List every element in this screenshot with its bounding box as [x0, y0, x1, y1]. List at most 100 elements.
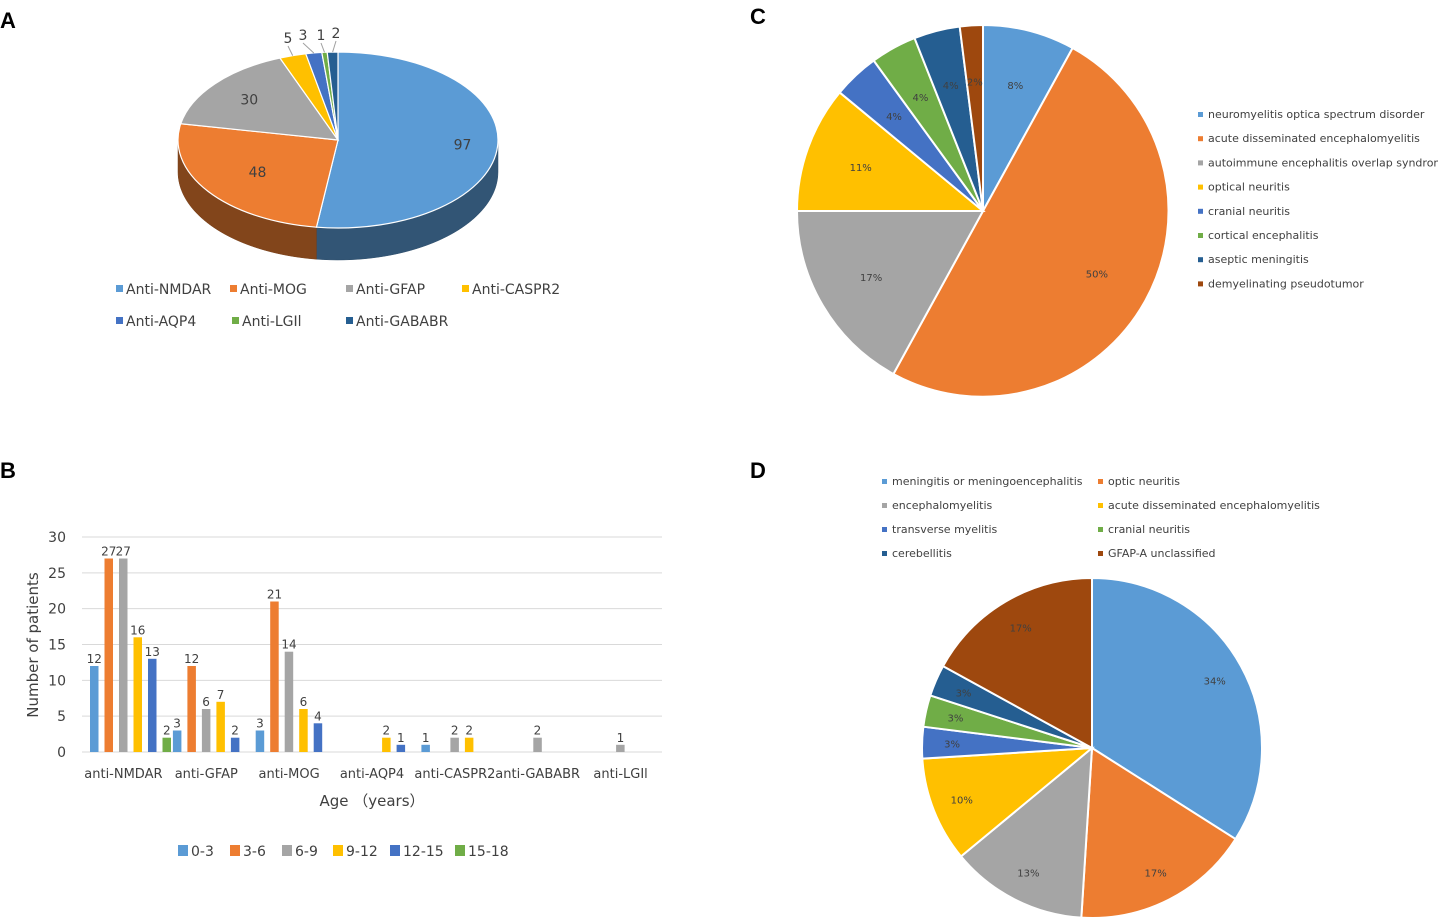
pie-d-slice-gfap-a-unclassified [941, 576, 1093, 750]
bar-b-ytick-label: 5 [57, 709, 66, 725]
legend-a-swatch [230, 285, 237, 292]
pie-d-slice-label: 17% [1144, 869, 1166, 880]
legend-b-label-0-3: 0-3 [191, 844, 214, 860]
legend-a-swatch [116, 317, 123, 324]
bar-b-anti-aqp4-12-15 [396, 744, 406, 752]
bar-b-anti-caspr2-0-3 [421, 744, 430, 752]
legend-b-swatch [178, 845, 188, 856]
legend-b-swatch [282, 845, 292, 856]
bar-b-data-label: 2 [465, 724, 473, 738]
bar-b-anti-gfap-6-9 [201, 709, 211, 752]
pie-c-slice-label: 4% [886, 112, 902, 123]
pie-d-slice-acute-disseminated-encephalomyelitis [921, 746, 1096, 858]
pie-c-slice-label: 4% [943, 81, 959, 92]
bar-b-anti-mog-9-12 [299, 709, 308, 752]
legend-c-label-autoimmune-encephalitis-overlap-syndrome: autoimmune encephalitis overlap syndrome [1208, 156, 1438, 169]
legend-c-label-cranial-neuritis: cranial neuritis [1208, 205, 1290, 218]
pie-a-value-label: 1 [317, 28, 326, 44]
pie-a-value-label: 97 [454, 138, 472, 154]
pie-a-value-label: 5 [284, 31, 293, 47]
legend-b-swatch [333, 845, 343, 856]
bar-b-anti-gfap-12-15 [230, 737, 240, 752]
bar-b-anti-nmdar-9-12 [133, 637, 142, 752]
bar-b-anti-mog-3-6 [270, 601, 279, 752]
pie-c-slice-autoimmune-encephalitis-overlap-syndrome [795, 210, 985, 376]
pie-a-value-label: 2 [332, 26, 341, 42]
bar-b-ytick-label: 30 [48, 530, 66, 546]
bar-b-anti-nmdar-15-18 [162, 737, 171, 752]
pie-c-slice-label: 4% [912, 93, 928, 104]
bar-b-anti-mog-12-15 [313, 723, 323, 752]
legend-d-label-cranial-neuritis: cranial neuritis [1108, 523, 1190, 536]
bar-b-xtick-anti-nmdar: anti-NMDAR [84, 767, 162, 782]
pie-d-slice-optic-neuritis [1080, 746, 1237, 919]
bar-b-data-label: 2 [451, 724, 459, 738]
pie-d-slice-label: 34% [1204, 677, 1226, 688]
bar-b-ytick-label: 0 [57, 745, 66, 761]
pie-d-slice-encephalomyelitis [959, 745, 1094, 919]
legend-b-label-3-6: 3-6 [243, 844, 266, 860]
bar-b-anti-nmdar-12-15 [148, 658, 157, 752]
legend-b-swatch [390, 845, 400, 856]
bar-b-data-label: 4 [314, 709, 322, 723]
pie-c-slice-demyelinating-pseudotumor [958, 23, 984, 212]
legend-d-label-encephalomyelitis: encephalomyelitis [892, 499, 993, 512]
pie-c-slice-label: 11% [850, 163, 872, 174]
bar-b-anti-gababr-6-9 [533, 737, 542, 752]
bar-b-anti-caspr2-9-12 [464, 737, 474, 752]
legend-c-swatch [1198, 233, 1203, 238]
legend-a-swatch [116, 285, 123, 292]
legend-c-swatch [1198, 184, 1203, 190]
pie-c-slice-acute-disseminated-encephalomyelitis [892, 46, 1170, 398]
legend-c-label-optical-neuritis: optical neuritis [1208, 181, 1290, 194]
bar-b-ytick-label: 15 [48, 638, 66, 654]
pie-d-slice-label: 3% [947, 714, 963, 725]
legend-a-swatch [232, 317, 239, 324]
bar-b-data-label: 2 [534, 724, 542, 738]
legend-d-swatch [1098, 527, 1103, 532]
legend-d-swatch [882, 479, 887, 484]
bar-b-anti-gfap-9-12 [216, 701, 225, 752]
legend-a-swatch [346, 317, 353, 324]
bar-b-data-label: 3 [173, 717, 181, 731]
legend-b-label-9-12: 9-12 [346, 844, 378, 860]
legend-c-label-aseptic-meningitis: aseptic meningitis [1208, 253, 1309, 266]
legend-c-swatch [1198, 281, 1203, 287]
pie-d-slice-label: 3% [956, 688, 972, 699]
pie-a-slice-anti-mog [177, 123, 339, 228]
bar-b-data-label: 2 [163, 724, 171, 738]
bar-b-data-label: 1 [422, 731, 430, 745]
legend-d-label-acute-disseminated-encephalomyelitis: acute disseminated encephalomyelitis [1108, 499, 1320, 512]
legend-d-swatch [1098, 503, 1103, 508]
pie-a-slice-anti-nmdar [315, 51, 499, 229]
legend-c-label-cortical-encephalitis: cortical encephalitis [1208, 229, 1319, 242]
bar-b-data-label: 6 [300, 695, 308, 709]
bar-b-data-label: 1 [617, 731, 625, 745]
bar-b-data-label: 12 [184, 652, 199, 666]
bar-b-anti-nmdar-3-6 [104, 558, 113, 752]
bar-b-xlabel: Age （years） [319, 792, 424, 810]
legend-a-label-anti-lgil: Anti-LGIl [242, 314, 302, 330]
legend-a-label-anti-caspr2: Anti-CASPR2 [472, 282, 560, 298]
bar-b-xtick-anti-aqp4: anti-AQP4 [340, 767, 404, 782]
panel-letter-b: B [0, 458, 16, 483]
pie-a-leader-line [302, 42, 315, 54]
bar-b-anti-nmdar-6-9 [119, 558, 128, 752]
pie-d-slice-label: 17% [1010, 624, 1032, 635]
chart-a-3d-pie: 97 48 30 5 3 1 2 Anti-NMDAR Anti-MOG Anti-GFAP Ant… [116, 26, 560, 330]
legend-d-label-meningitis-or-meningoencephalitis: meningitis or meningoencephalitis [892, 475, 1083, 488]
bar-b-data-label: 2 [231, 724, 239, 738]
bar-b-data-label: 27 [116, 545, 131, 559]
legend-a-swatch [346, 285, 353, 292]
bar-b-data-label: 14 [281, 638, 296, 652]
bar-b-ylabel: Number of patients [24, 572, 42, 718]
bar-b-anti-lgil-6-9 [616, 744, 625, 752]
bar-b-xtick-anti-mog: anti-MOG [259, 767, 320, 782]
chart-d-pie: 34% 17% 13% 10% 3% 3% 3% 17% meningitis or menin… [882, 475, 1320, 919]
legend-d-label-transverse-myelitis: transverse myelitis [892, 523, 998, 536]
bar-b-anti-aqp4-9-12 [382, 737, 391, 752]
pie-c-slice-label: 17% [860, 273, 882, 284]
bar-b-anti-gfap-0-3 [172, 730, 182, 752]
